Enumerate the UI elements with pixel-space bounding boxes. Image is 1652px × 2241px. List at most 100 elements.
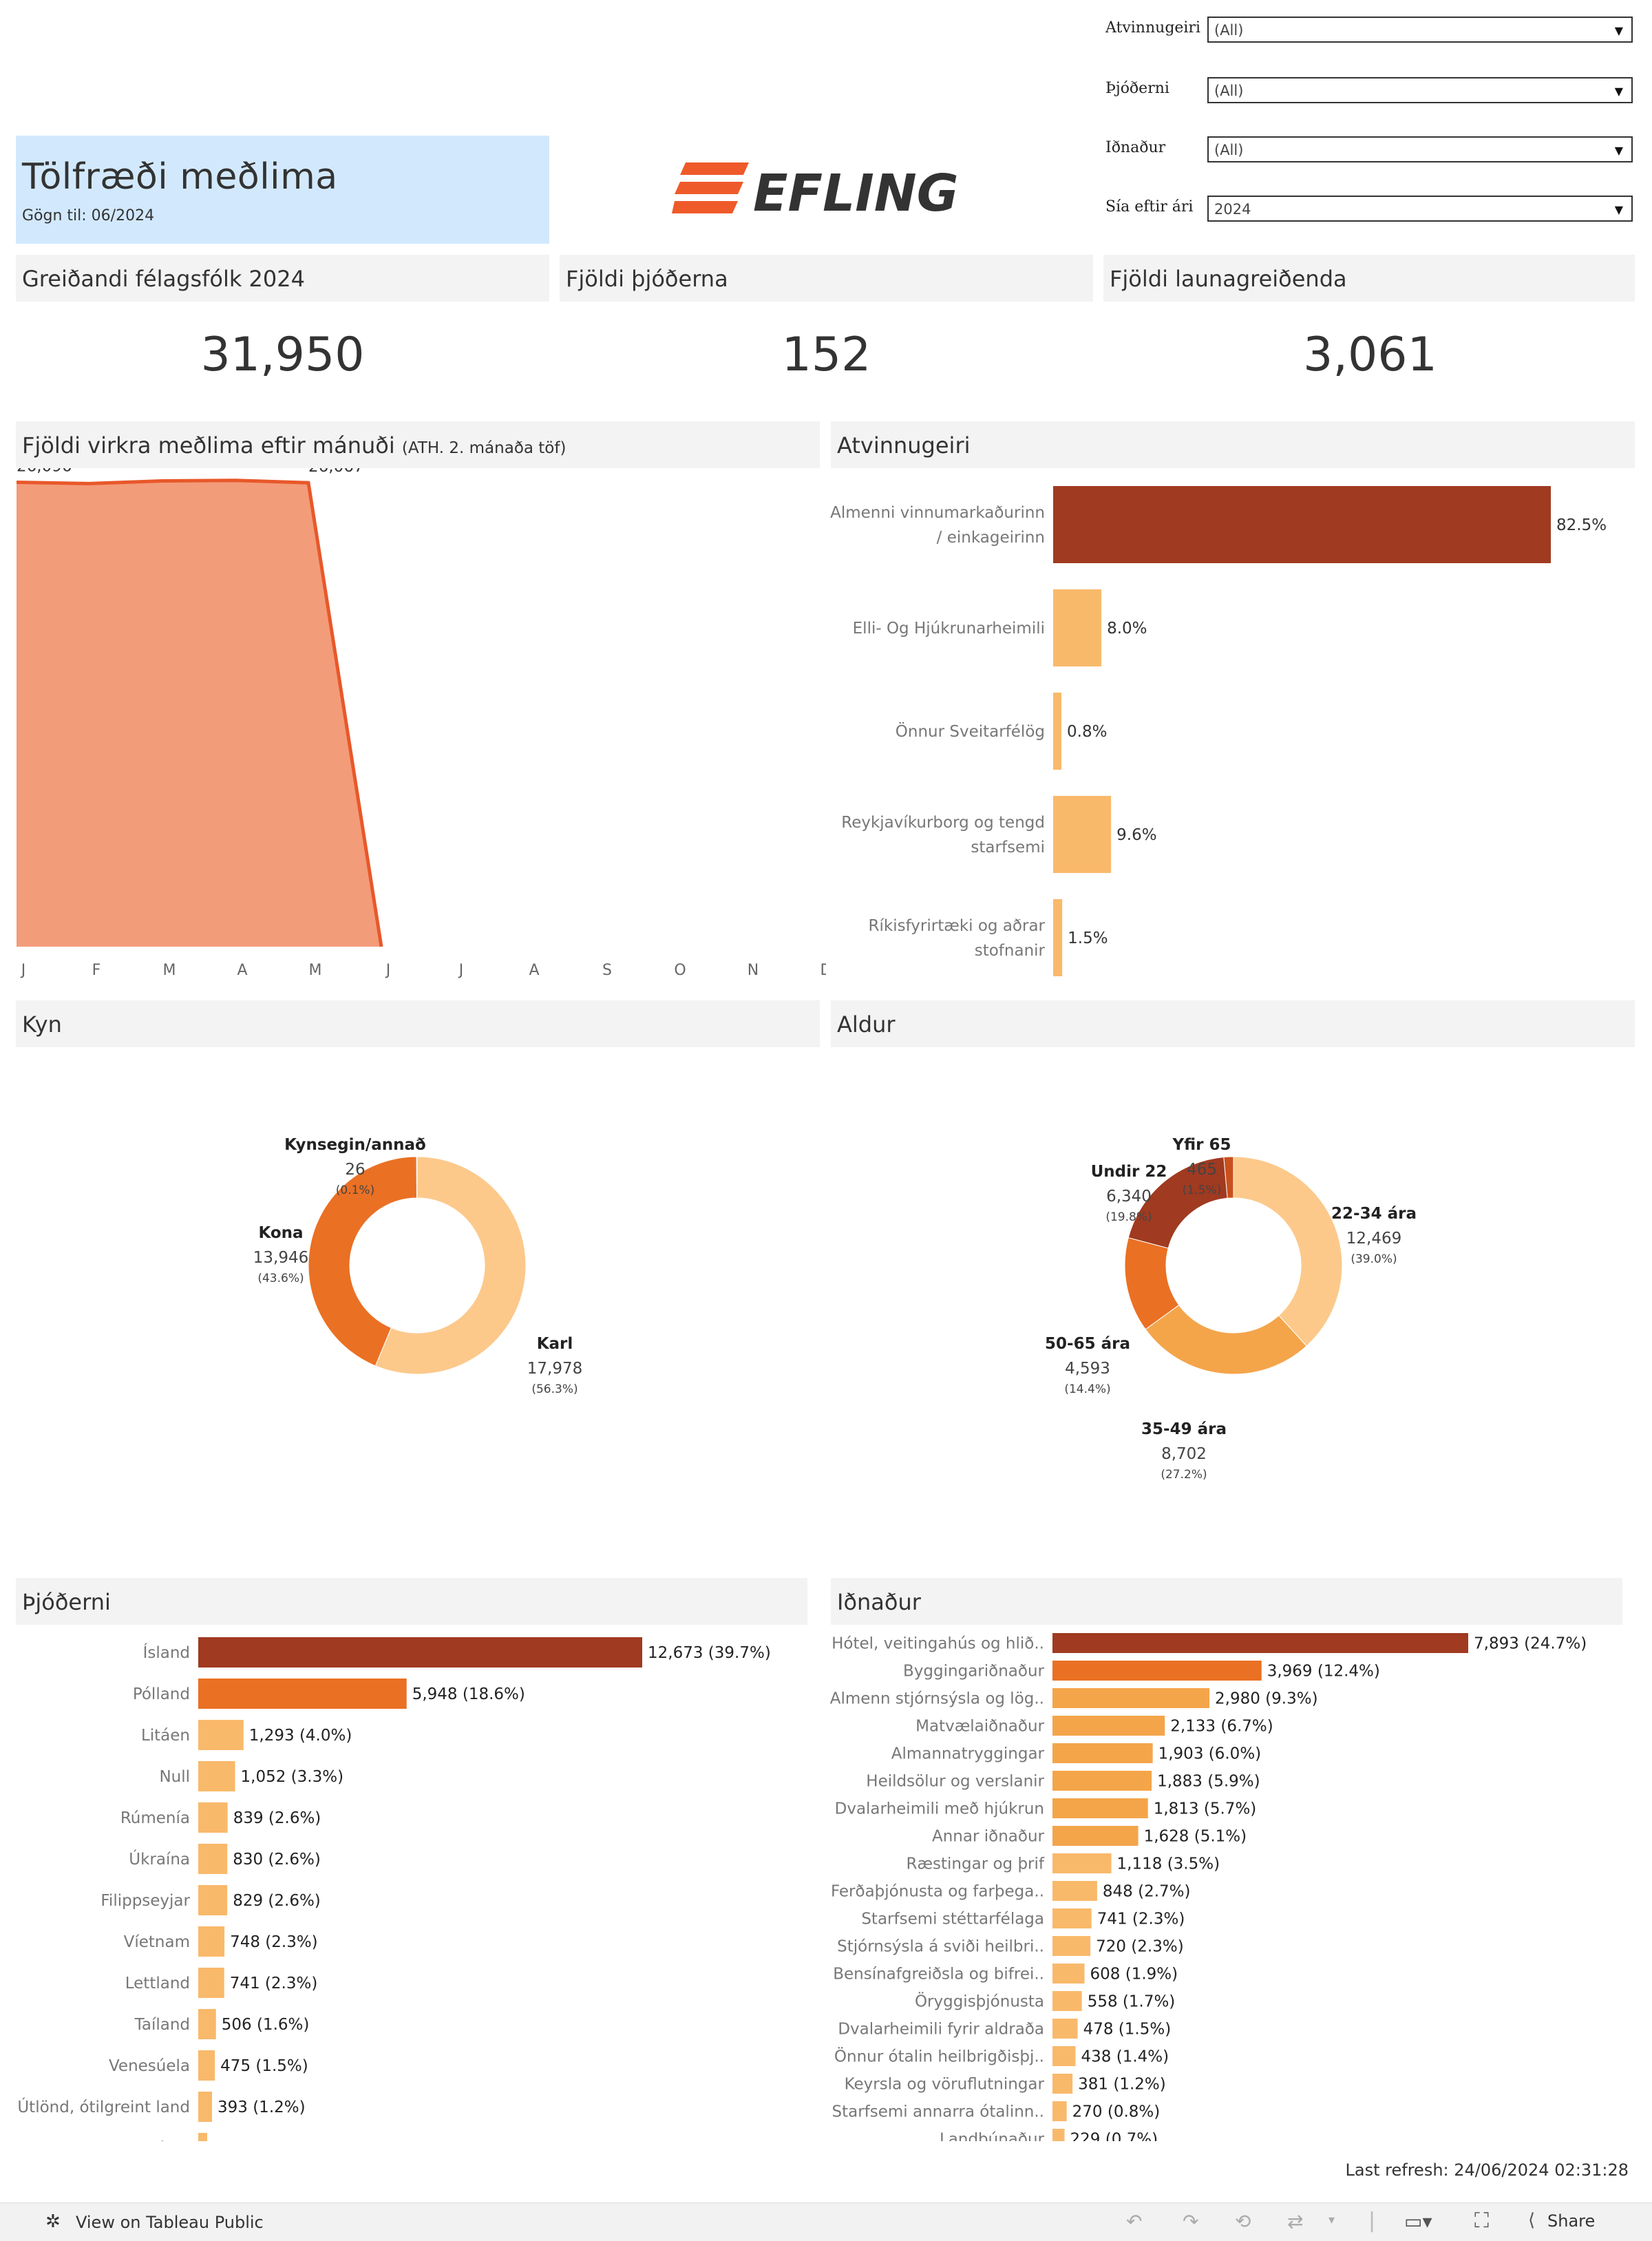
nationality-chart-title: Þjóðerni (22, 1589, 111, 1615)
bar (1052, 1716, 1165, 1736)
category-label: Hótel, veitingahús og hlið.. (832, 1635, 1044, 1653)
gender-chart-title: Kyn (22, 1011, 62, 1038)
category-label: Almannatryggingar (891, 1745, 1045, 1763)
value-label: 506 (1.6%) (222, 2016, 310, 2034)
value-label: 2,133 (6.7%) (1170, 1718, 1273, 1736)
page-title: Tölfræði meðlima (22, 156, 338, 198)
slice-name-label: 22-34 ára (1331, 1205, 1417, 1223)
share-icon[interactable]: ⟨ (1528, 2210, 1536, 2231)
x-tick-label: A (237, 962, 247, 979)
x-tick-label: J (20, 962, 26, 979)
industry-chart-header: Iðnaður (831, 1578, 1622, 1625)
dropdown-caret-icon: ▼ (1614, 203, 1623, 216)
chevron-down-icon[interactable]: ▾ (1328, 2213, 1335, 2227)
view-on-tableau-link[interactable]: View on Tableau Public (76, 2213, 264, 2232)
bar (1052, 1661, 1262, 1681)
slice-pct-label: (0.1%) (336, 1183, 374, 1197)
donut-slice (416, 1156, 418, 1199)
slice-value-label: 465 (1187, 1161, 1217, 1179)
industry-bar-chart: 7,893 (24.7%) Hótel, veitingahús og hlið.… (826, 1633, 1652, 2143)
value-label: 9.6% (1116, 826, 1156, 844)
bar (1053, 796, 1112, 873)
bar (1052, 1688, 1210, 1708)
slice-name-label: Karl (537, 1335, 573, 1353)
revert-icon[interactable]: ⟲ (1235, 2210, 1251, 2233)
slice-name-label: Kona (258, 1224, 303, 1242)
filter-idnadur-select[interactable]: (All) ▼ (1207, 136, 1633, 162)
filter-value: 2024 (1214, 201, 1251, 218)
value-label: 741 (2.3%) (1097, 1911, 1185, 1928)
value-label: 720 (2.3%) (1096, 1938, 1184, 1956)
filter-year-select[interactable]: 2024 ▼ (1207, 196, 1633, 222)
filter-atvinnugeiri-select[interactable]: (All) ▼ (1207, 17, 1633, 43)
value-label: 82.5% (1556, 516, 1607, 534)
donut-slice (1223, 1156, 1234, 1199)
bar (1052, 1853, 1112, 1873)
category-label: Víetnam (124, 1933, 190, 1951)
filter-thjoderni-select[interactable]: (All) ▼ (1207, 77, 1633, 103)
category-label: Heildsölur og verslanir (866, 1773, 1044, 1791)
x-tick-label: O (674, 962, 686, 979)
category-label: Önnur ótalin heilbrigðisþj.. (834, 2047, 1044, 2066)
bar (198, 1802, 228, 1833)
filter-value: (All) (1214, 22, 1244, 39)
bar (198, 1844, 228, 1874)
undo-icon[interactable]: ↶ (1126, 2210, 1143, 2233)
value-label: 829 (2.6%) (233, 1892, 321, 1910)
monthly-area-chart: 26,096 26,067 J F M A M J J A S O N D (16, 468, 826, 979)
value-label: 8.0% (1107, 620, 1147, 638)
value-label: 393 (1.2%) (218, 2098, 306, 2116)
bar (1052, 2019, 1078, 2039)
x-tick-label: A (529, 962, 539, 979)
device-preview-icon[interactable]: ▭▾ (1404, 2210, 1432, 2233)
bar (1052, 1936, 1091, 1956)
donut-slice (308, 1156, 418, 1367)
industry-chart-title: Iðnaður (837, 1589, 921, 1615)
tableau-logo-icon: ✲ (45, 2211, 61, 2232)
last-refresh-text: Last refresh: 24/06/2024 02:31:28 (1345, 2160, 1629, 2180)
value-label: 3,969 (12.4%) (1267, 1663, 1380, 1681)
category-label: Elli- Og Hjúkrunarheimili (853, 620, 1045, 638)
value-label: 438 (1.4%) (1081, 2048, 1169, 2066)
value-label: 381 (1.2%) (1078, 2076, 1166, 2094)
share-button[interactable]: Share (1547, 2211, 1596, 2231)
dropdown-caret-icon: ▼ (1614, 85, 1623, 98)
value-label: 848 (2.7%) (1103, 1883, 1191, 1901)
category-label: Litáen (141, 1727, 190, 1745)
nationality-bar-chart: 12,673 (39.7%) Ísland 5,948 (18.6%) Pólland… (0, 1637, 826, 2143)
redo-icon[interactable]: ↷ (1183, 2210, 1199, 2233)
bar (198, 1926, 225, 1957)
sector-chart-header: Atvinnugeiri (831, 421, 1635, 468)
filter-label-idnadur: Iðnaður (1105, 139, 1166, 156)
area-fill (17, 480, 381, 947)
kpi-label: Fjöldi þjóðerna (566, 266, 728, 292)
value-label: 2,980 (9.3%) (1215, 1690, 1318, 1708)
bar (1052, 2046, 1076, 2066)
bar (198, 2133, 207, 2143)
data-label: 26,067 (308, 468, 363, 476)
fullscreen-icon[interactable]: ⛶ (1474, 2209, 1489, 2233)
slice-value-label: 26 (345, 1161, 365, 1179)
category-label: Dvalarheimili fyrir aldraða (838, 2021, 1044, 2039)
category-label: Ferðaþjónusta og farþega.. (831, 1883, 1044, 1901)
slice-name-label: Kynsegin/annað (284, 1136, 426, 1154)
bar (198, 1679, 407, 1709)
value-label: 1,118 (3.5%) (1117, 1855, 1220, 1873)
refresh-icon[interactable]: ⇄ (1287, 2210, 1304, 2233)
value-label: 608 (1.9%) (1090, 1966, 1178, 1984)
value-label: 478 (1.5%) (1083, 2021, 1172, 2039)
value-label: 1,628 (5.1%) (1144, 1828, 1247, 1846)
value-label: 1,903 (6.0%) (1158, 1745, 1262, 1763)
slice-value-label: 6,340 (1106, 1188, 1152, 1206)
category-label: Dvalarheimili með hjúkrun (835, 1800, 1044, 1818)
category-label: Ríkisfyrirtæki og aðrar (869, 917, 1046, 935)
category-label: Lettland (125, 1975, 190, 1992)
x-tick-label: F (92, 962, 101, 979)
area-line (16, 478, 383, 947)
bar (1052, 1743, 1153, 1763)
slice-name-label: 35-49 ára (1141, 1420, 1227, 1438)
bar (1052, 1908, 1092, 1928)
dropdown-caret-icon: ▼ (1614, 144, 1623, 157)
category-label: Filippseyjar (100, 1892, 190, 1910)
category-label: Útlönd, ótilgreint land (17, 2097, 190, 2116)
